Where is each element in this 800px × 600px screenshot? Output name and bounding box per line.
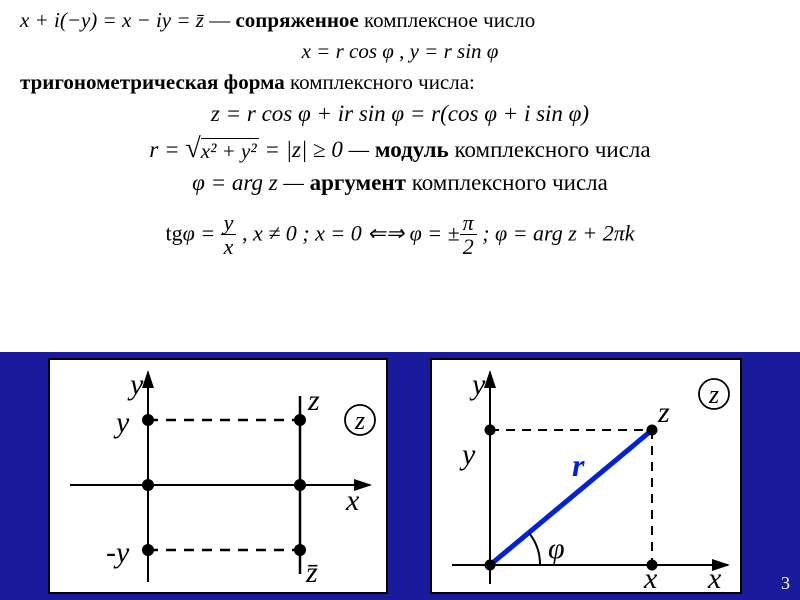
tan-mid2: ; φ = arg z + 2πk	[477, 221, 635, 246]
z-label: z	[307, 384, 320, 417]
x-axis-label-r: x	[707, 562, 722, 592]
arg-line: φ = arg z — аргумент комплексного числа	[20, 170, 780, 196]
diagram-conjugate: z y y -y x z z̄	[48, 358, 388, 594]
tan-num2: π	[460, 212, 477, 235]
tan-tg: tg	[166, 221, 183, 246]
x-low-r: x	[643, 562, 658, 592]
r-label: r	[572, 447, 585, 483]
modulus-line: r = √x² + y² = |z| ≥ 0 — модуль комплекс…	[20, 137, 780, 164]
conj-rest: комплексное число	[359, 8, 535, 32]
xy-line: x = r cos φ , y = r sin φ	[20, 39, 780, 64]
tan-den: x	[221, 235, 237, 259]
diagram-polar: z y x y x z r φ	[430, 358, 742, 594]
mod-mid: = |z| ≥ 0 —	[259, 137, 375, 162]
neg-y-label: -y	[106, 536, 130, 569]
conj-dash: —	[204, 8, 236, 32]
conj-bold: сопряженное	[235, 8, 358, 32]
conjugate-line: x + i(−y) = x − iy = z̄ — сопряженное ко…	[20, 8, 780, 33]
zbar-label: z̄	[305, 556, 318, 589]
phi-label: φ	[548, 532, 565, 565]
tan-eq: φ =	[183, 221, 221, 246]
y-axis-label: y	[127, 368, 144, 401]
trig-label: тригонометрическая форма комплексного чи…	[20, 70, 780, 95]
arg-rest: комплексного числа	[406, 170, 608, 195]
conj-prefix: x + i(−y) = x − iy =	[20, 8, 196, 32]
tangent-line: tgφ = yx , x ≠ 0 ; x = 0 ⇐⇒ φ = ±π2 ; φ …	[20, 212, 780, 259]
conj-zbar: z̄	[196, 8, 204, 32]
z-label-r: z	[657, 396, 670, 429]
mod-sqrt: x² + y²	[201, 138, 259, 164]
y-axis-label-r: y	[469, 368, 486, 401]
mod-bold: модуль	[375, 137, 449, 162]
circle-z-label: z	[354, 406, 365, 435]
x-axis-label: x	[345, 484, 360, 517]
y-left-r: y	[459, 438, 476, 471]
arg-prefix: φ = arg z —	[192, 170, 310, 195]
trig-bold: тригонометрическая форма	[20, 70, 285, 94]
mod-rest: комплексного числа	[449, 137, 651, 162]
arg-bold: аргумент	[310, 170, 406, 195]
y-left-label: y	[113, 406, 130, 439]
tan-num: y	[221, 212, 237, 235]
trig-rest: комплексного числа:	[285, 70, 475, 94]
circle-z-label-r: z	[708, 380, 719, 409]
tan-mid1: , x ≠ 0 ; x = 0 ⇐⇒ φ = ±	[236, 221, 459, 246]
mod-prefix: r =	[149, 137, 185, 162]
sqrt-icon: √	[185, 138, 200, 160]
bottom-strip: z y y -y x z z̄	[0, 352, 800, 600]
page-number: 3	[781, 573, 790, 594]
trig-formula: z = r cos φ + ir sin φ = r(cos φ + i sin…	[20, 101, 780, 127]
tan-den2: 2	[460, 235, 477, 259]
